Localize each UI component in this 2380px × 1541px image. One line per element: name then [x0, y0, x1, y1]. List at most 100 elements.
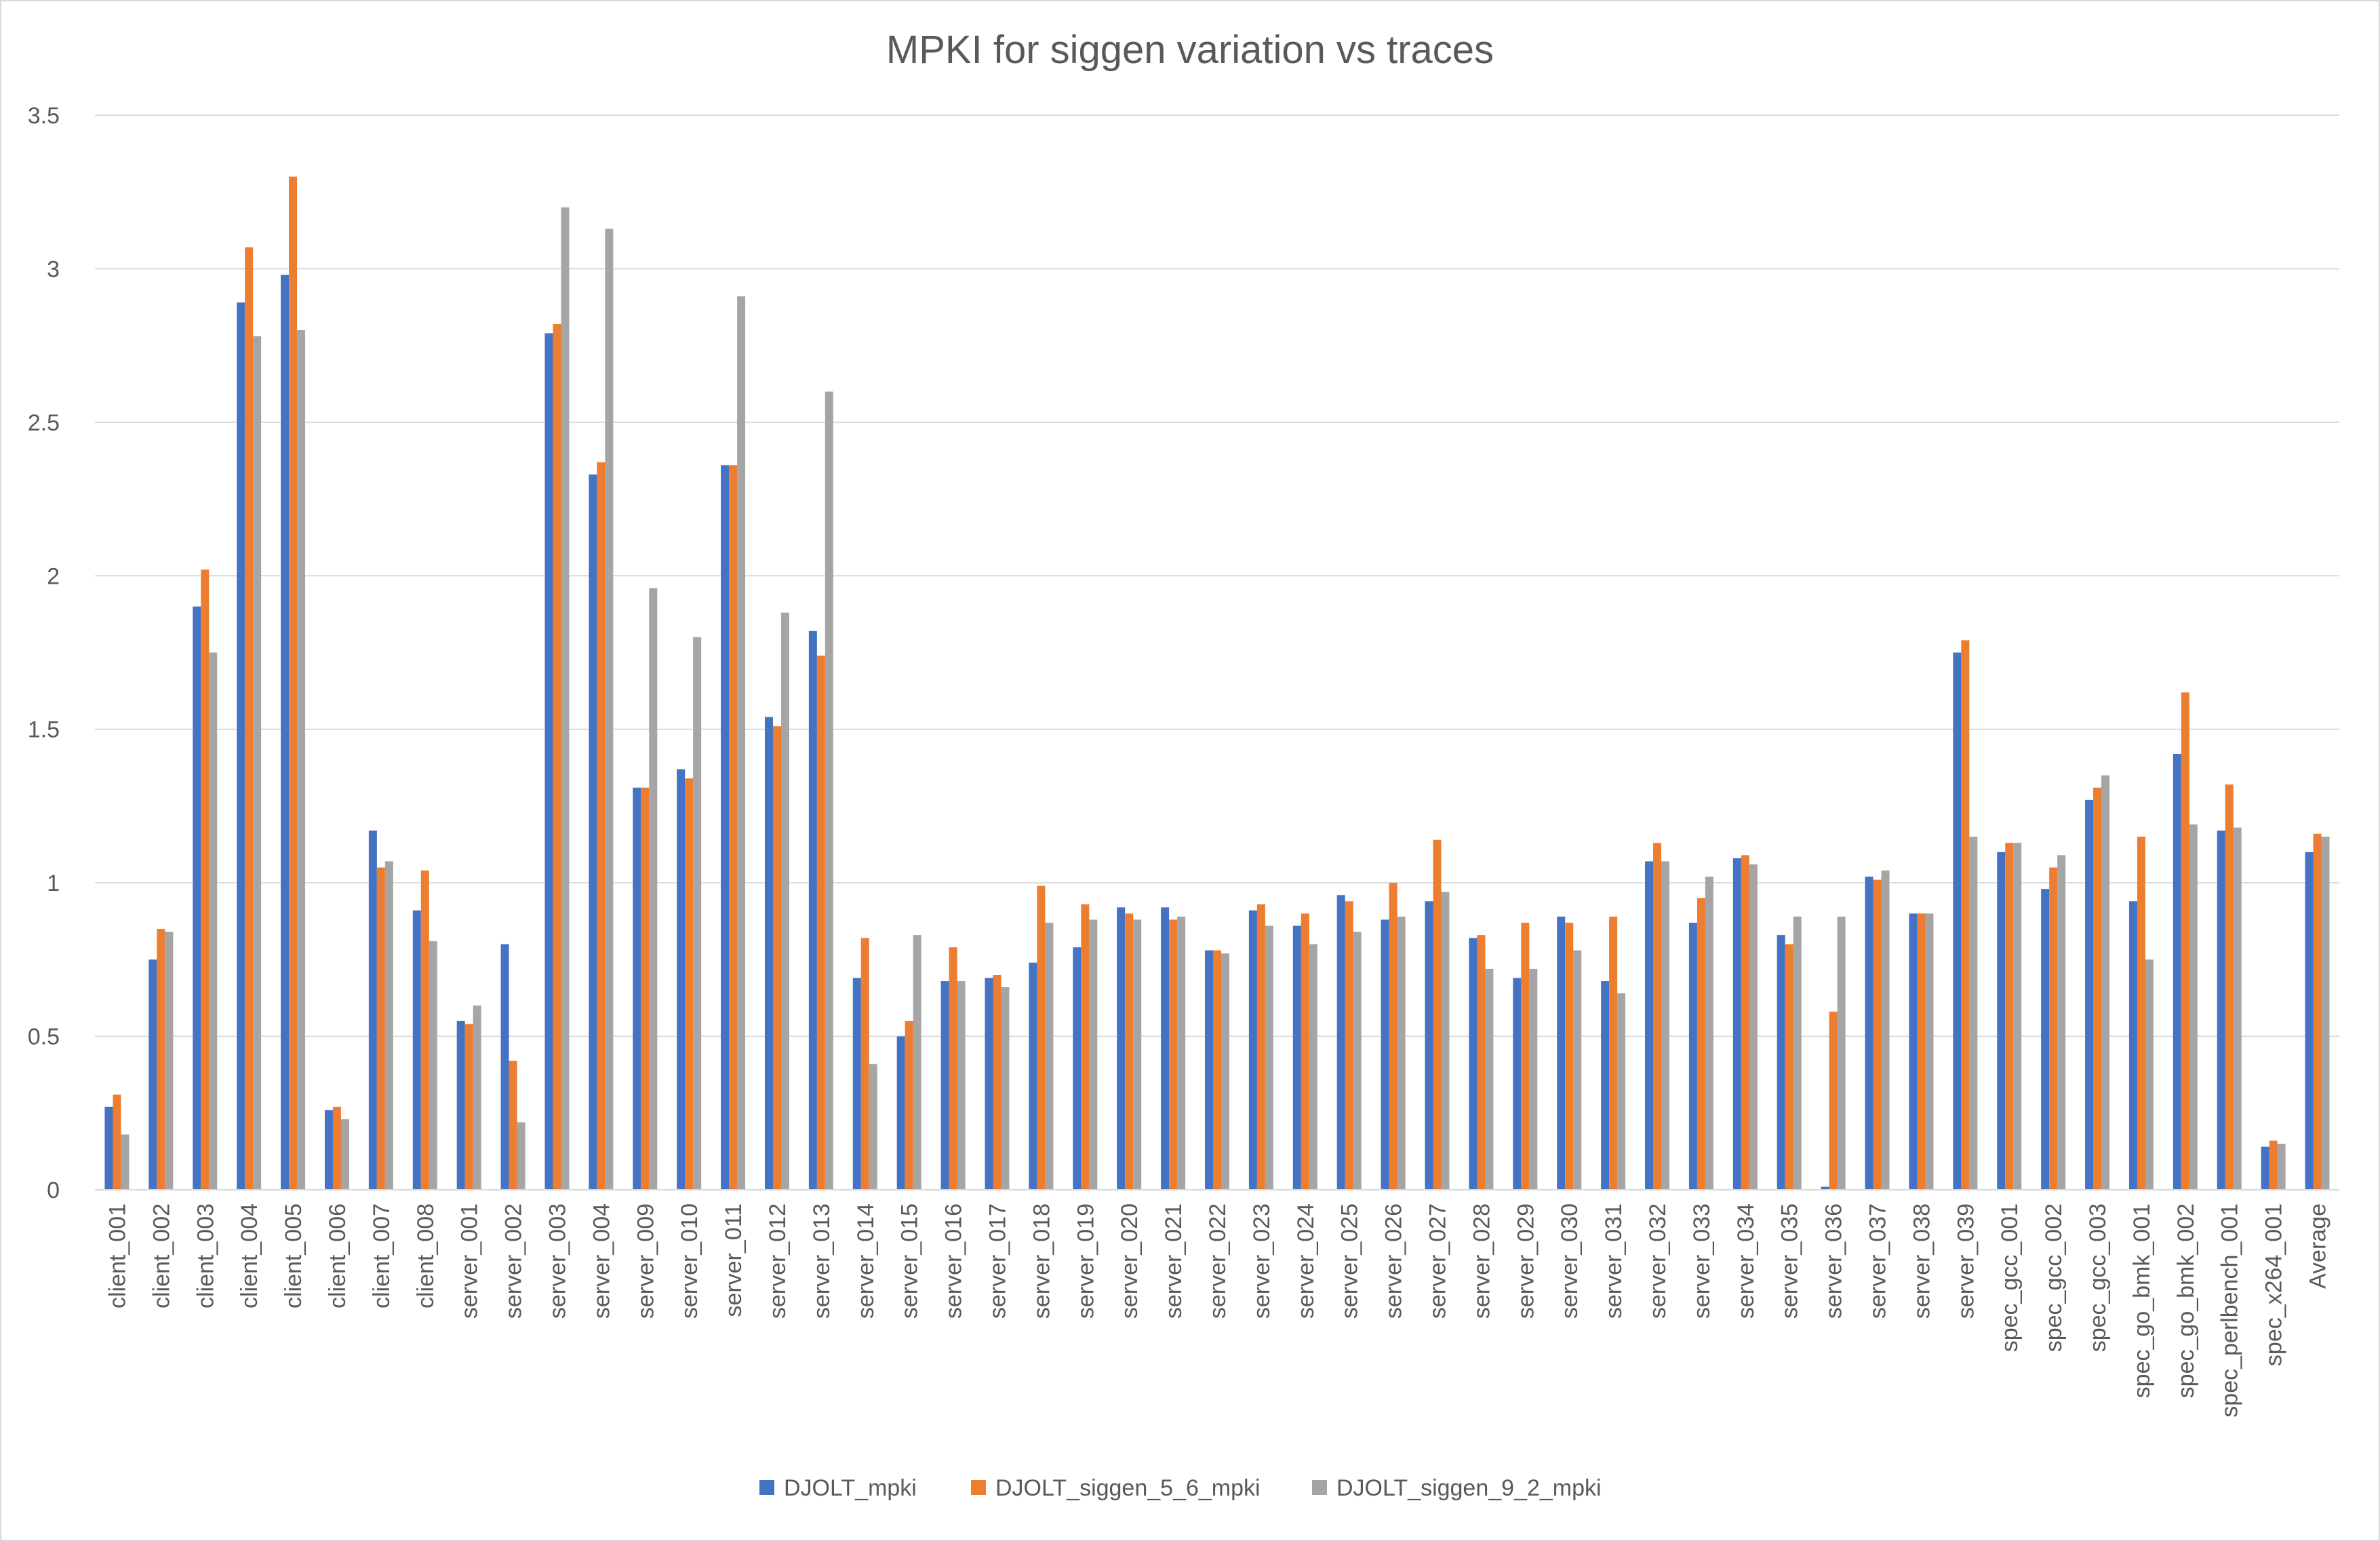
x-category-label: server_003 [544, 1203, 570, 1319]
x-category-label: server_002 [501, 1203, 527, 1319]
bar-DJOLT_siggen_5_6_mpki-server_023 [1256, 904, 1265, 1190]
x-category-label: Average [2305, 1203, 2331, 1289]
bar-DJOLT_siggen_5_6_mpki-server_003 [553, 323, 561, 1190]
bar-DJOLT_mpki-server_018 [1029, 962, 1037, 1190]
bar-DJOLT_siggen_9_2_mpki-server_023 [1265, 925, 1273, 1190]
x-category-label: client_003 [193, 1203, 218, 1308]
bar-DJOLT_mpki-server_010 [677, 769, 686, 1190]
bar-DJOLT_mpki-server_030 [1557, 916, 1566, 1190]
bar-DJOLT_mpki-server_031 [1601, 981, 1610, 1190]
bar-DJOLT_mpki-server_036 [1821, 1186, 1829, 1190]
bar-DJOLT_mpki-client_005 [281, 275, 290, 1190]
bar-DJOLT_siggen_9_2_mpki-server_036 [1837, 916, 1846, 1190]
bar-DJOLT_mpki-server_014 [852, 978, 861, 1190]
bar-DJOLT_siggen_9_2_mpki-client_001 [121, 1134, 130, 1190]
bar-DJOLT_siggen_5_6_mpki-Average [2313, 833, 2322, 1190]
x-category-label: server_023 [1249, 1203, 1275, 1319]
x-category-label: server_038 [1909, 1203, 1935, 1319]
y-tick-label: 0.5 [28, 1024, 60, 1050]
bar-DJOLT_siggen_5_6_mpki-server_009 [641, 787, 650, 1190]
x-category-label: spec_gcc_001 [1997, 1203, 2023, 1352]
x-axis-category-labels: client_001 client_002 client_003 client_004… [104, 1203, 2331, 1418]
bar-DJOLT_siggen_5_6_mpki-spec_gcc_002 [2049, 867, 2058, 1190]
bar-DJOLT_mpki-spec_go_bmk_002 [2173, 753, 2181, 1190]
bar-DJOLT_mpki-server_023 [1248, 910, 1257, 1190]
bar-DJOLT_siggen_5_6_mpki-server_025 [1345, 901, 1353, 1190]
bar-DJOLT_siggen_5_6_mpki-server_028 [1477, 935, 1486, 1190]
bar-DJOLT_siggen_5_6_mpki-server_026 [1389, 883, 1397, 1190]
x-category-label: server_010 [677, 1203, 702, 1319]
chart-title: MPKI for siggen variation vs traces [886, 28, 1494, 72]
bar-DJOLT_mpki-server_037 [1865, 877, 1873, 1190]
legend-label: DJOLT_mpki [784, 1475, 917, 1501]
bar-DJOLT_mpki-server_002 [500, 944, 509, 1190]
bar-DJOLT_siggen_9_2_mpki-server_035 [1793, 916, 1802, 1190]
x-category-label: spec_go_bmk_002 [2173, 1203, 2199, 1398]
bar-DJOLT_mpki-server_027 [1425, 901, 1433, 1190]
bar-DJOLT_mpki-server_011 [721, 465, 730, 1190]
bar-DJOLT_siggen_5_6_mpki-server_030 [1565, 923, 1574, 1190]
bar-DJOLT_siggen_5_6_mpki-server_016 [949, 947, 957, 1190]
bar-DJOLT_siggen_9_2_mpki-server_016 [957, 981, 966, 1190]
bar-DJOLT_siggen_9_2_mpki-client_008 [429, 941, 437, 1190]
bar-DJOLT_siggen_9_2_mpki-server_019 [1089, 919, 1098, 1190]
x-category-label: server_031 [1601, 1203, 1627, 1319]
y-tick-label: 1 [47, 870, 60, 896]
x-category-label: server_024 [1293, 1203, 1319, 1319]
bar-DJOLT_siggen_9_2_mpki-client_004 [253, 336, 262, 1190]
x-category-label: server_017 [985, 1203, 1010, 1319]
bar-DJOLT_siggen_9_2_mpki-server_010 [693, 637, 702, 1190]
y-tick-label: 2 [47, 563, 60, 589]
bar-DJOLT_siggen_5_6_mpki-server_027 [1433, 839, 1442, 1190]
bar-DJOLT_siggen_9_2_mpki-server_029 [1529, 968, 1538, 1190]
bar-DJOLT_siggen_5_6_mpki-server_012 [772, 726, 781, 1190]
x-category-label: server_037 [1865, 1203, 1891, 1319]
x-category-label: server_025 [1337, 1203, 1363, 1319]
legend-swatch [759, 1480, 774, 1495]
x-category-label: server_018 [1029, 1203, 1054, 1319]
bar-DJOLT_siggen_9_2_mpki-server_026 [1397, 916, 1406, 1190]
bar-DJOLT_siggen_5_6_mpki-server_039 [1961, 640, 1970, 1190]
bar-DJOLT_siggen_9_2_mpki-server_027 [1441, 892, 1450, 1190]
bar-DJOLT_mpki-server_034 [1732, 858, 1741, 1190]
bar-DJOLT_mpki-spec_gcc_002 [2041, 889, 2050, 1190]
x-category-label: spec_go_bmk_001 [2129, 1203, 2155, 1398]
x-category-label: server_012 [765, 1203, 791, 1319]
bar-DJOLT_siggen_5_6_mpki-client_005 [289, 176, 298, 1190]
bar-DJOLT_siggen_9_2_mpki-spec_gcc_003 [2101, 775, 2110, 1190]
x-category-label: server_035 [1777, 1203, 1803, 1319]
bar-DJOLT_siggen_5_6_mpki-spec_x264_001 [2269, 1140, 2278, 1190]
bar-DJOLT_mpki-client_004 [237, 302, 245, 1190]
bar-DJOLT_mpki-server_039 [1953, 652, 1962, 1190]
x-category-label: client_004 [237, 1203, 262, 1308]
bar-DJOLT_siggen_5_6_mpki-server_011 [729, 465, 738, 1190]
x-category-label: server_015 [897, 1203, 923, 1319]
bar-DJOLT_siggen_5_6_mpki-server_032 [1653, 843, 1662, 1190]
y-tick-label: 3 [47, 256, 60, 282]
bar-DJOLT_siggen_9_2_mpki-client_003 [209, 652, 218, 1190]
bar-DJOLT_siggen_5_6_mpki-client_003 [201, 569, 210, 1190]
x-category-label: server_004 [589, 1203, 614, 1319]
bar-DJOLT_siggen_9_2_mpki-server_034 [1749, 864, 1758, 1190]
bar-DJOLT_siggen_9_2_mpki-server_021 [1177, 916, 1186, 1190]
x-category-label: server_009 [633, 1203, 658, 1319]
x-category-label: client_001 [104, 1203, 130, 1308]
x-category-label: server_029 [1513, 1203, 1539, 1319]
x-category-label: client_005 [281, 1203, 306, 1308]
bar-DJOLT_mpki-server_029 [1513, 978, 1522, 1190]
bar-DJOLT_siggen_5_6_mpki-spec_go_bmk_001 [2137, 837, 2145, 1190]
bar-DJOLT_siggen_9_2_mpki-spec_go_bmk_001 [2145, 959, 2154, 1190]
bar-DJOLT_siggen_5_6_mpki-server_036 [1829, 1012, 1838, 1190]
x-category-label: server_033 [1689, 1203, 1715, 1319]
bar-DJOLT_siggen_9_2_mpki-server_002 [517, 1122, 525, 1190]
bar-DJOLT_siggen_9_2_mpki-server_003 [561, 207, 570, 1190]
bar-DJOLT_mpki-server_017 [985, 978, 993, 1190]
bar-DJOLT_siggen_5_6_mpki-spec_gcc_001 [2005, 843, 2014, 1190]
x-category-label: spec_gcc_002 [2041, 1203, 2067, 1352]
bar-DJOLT_mpki-server_033 [1688, 923, 1697, 1190]
x-category-label: server_011 [721, 1203, 747, 1317]
legend: DJOLT_mpki DJOLT_siggen_5_6_mpki DJOLT_sig… [759, 1475, 1602, 1501]
bar-DJOLT_siggen_5_6_mpki-server_015 [905, 1020, 913, 1190]
bar-DJOLT_siggen_9_2_mpki-server_011 [737, 296, 746, 1190]
